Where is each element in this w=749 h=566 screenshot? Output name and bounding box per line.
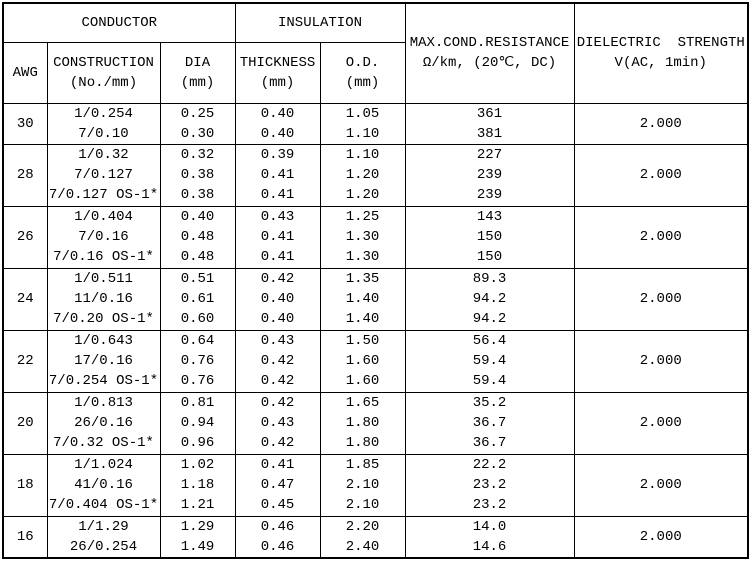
dia-cell: 1.02 1.18 1.21: [159, 453, 236, 517]
dielectric-cell: 2.000: [573, 515, 749, 558]
dia-cell: 0.64 0.76 0.76: [159, 329, 236, 393]
thickness-cell: 0.42 0.40 0.40: [234, 267, 321, 331]
thickness-cell: 0.40 0.40: [234, 102, 321, 145]
resistance-cell: 143 150 150: [404, 205, 575, 269]
dia-cell: 0.40 0.48 0.48: [159, 205, 236, 269]
awg-cell: 22: [2, 329, 48, 393]
dia-cell: 1.29 1.49: [159, 515, 236, 558]
dia-cell: 0.81 0.94 0.96: [159, 391, 236, 455]
awg-cell: 28: [2, 143, 48, 207]
header-od: O.D. (mm): [319, 41, 406, 104]
construction-cell: 1/1.29 26/0.254: [46, 515, 161, 558]
table-row: 18 1/1.024 41/0.16 7/0.404 OS-1* 1.02 1.…: [2, 453, 749, 517]
resistance-cell: 35.2 36.7 36.7: [404, 391, 575, 455]
table-row: 26 1/0.404 7/0.16 7/0.16 OS-1* 0.40 0.48…: [2, 205, 749, 269]
table-row: 22 1/0.643 17/0.16 7/0.254 OS-1* 0.64 0.…: [2, 329, 749, 393]
od-cell: 2.20 2.40: [319, 515, 406, 558]
construction-cell: 1/0.254 7/0.10: [46, 102, 161, 145]
construction-cell: 1/0.643 17/0.16 7/0.254 OS-1*: [46, 329, 161, 393]
header-conductor-group: CONDUCTOR: [2, 2, 236, 43]
awg-cell: 24: [2, 267, 48, 331]
header-awg: AWG: [2, 41, 48, 104]
table-header-row-groups: CONDUCTOR INSULATION MAX.COND.RESISTANCE…: [2, 2, 749, 104]
dielectric-cell: 2.000: [573, 267, 749, 331]
awg-cell: 20: [2, 391, 48, 455]
dielectric-cell: 2.000: [573, 205, 749, 269]
thickness-cell: 0.46 0.46: [234, 515, 321, 558]
dielectric-cell: 2.000: [573, 391, 749, 455]
resistance-cell: 14.0 14.6: [404, 515, 575, 558]
table-row: 24 1/0.511 11/0.16 7/0.20 OS-1* 0.51 0.6…: [2, 267, 749, 331]
thickness-cell: 0.42 0.43 0.42: [234, 391, 321, 455]
header-dia: DIA (mm): [159, 41, 236, 104]
table-row: 30 1/0.254 7/0.10 0.25 0.30 0.40 0.40 1.…: [2, 102, 749, 145]
dia-cell: 0.51 0.61 0.60: [159, 267, 236, 331]
table-row: 28 1/0.32 7/0.127 7/0.127 OS-1* 0.32 0.3…: [2, 143, 749, 207]
dia-cell: 0.32 0.38 0.38: [159, 143, 236, 207]
table-row: 20 1/0.813 26/0.16 7/0.32 OS-1* 0.81 0.9…: [2, 391, 749, 455]
construction-cell: 1/0.32 7/0.127 7/0.127 OS-1*: [46, 143, 161, 207]
dielectric-cell: 2.000: [573, 453, 749, 517]
awg-cell: 30: [2, 102, 48, 145]
thickness-cell: 0.43 0.41 0.41: [234, 205, 321, 269]
od-cell: 1.85 2.10 2.10: [319, 453, 406, 517]
construction-cell: 1/0.404 7/0.16 7/0.16 OS-1*: [46, 205, 161, 269]
dielectric-cell: 2.000: [573, 102, 749, 145]
construction-cell: 1/0.813 26/0.16 7/0.32 OS-1*: [46, 391, 161, 455]
resistance-cell: 56.4 59.4 59.4: [404, 329, 575, 393]
od-cell: 1.05 1.10: [319, 102, 406, 145]
od-cell: 1.35 1.40 1.40: [319, 267, 406, 331]
header-insulation-group: INSULATION: [234, 2, 406, 43]
header-resistance: MAX.COND.RESISTANCE Ω/km, (20℃, DC): [404, 2, 575, 104]
header-dielectric: DIELECTRIC STRENGTH V(AC, 1min): [573, 2, 749, 104]
header-thickness: THICKNESS (mm): [234, 41, 321, 104]
table-row: 16 1/1.29 26/0.254 1.29 1.49 0.46 0.46 2…: [2, 515, 749, 558]
thickness-cell: 0.41 0.47 0.45: [234, 453, 321, 517]
construction-cell: 1/0.511 11/0.16 7/0.20 OS-1*: [46, 267, 161, 331]
od-cell: 1.65 1.80 1.80: [319, 391, 406, 455]
od-cell: 1.50 1.60 1.60: [319, 329, 406, 393]
od-cell: 1.10 1.20 1.20: [319, 143, 406, 207]
od-cell: 1.25 1.30 1.30: [319, 205, 406, 269]
header-construction: CONSTRUCTION (No./mm): [46, 41, 161, 104]
thickness-cell: 0.43 0.42 0.42: [234, 329, 321, 393]
dielectric-cell: 2.000: [573, 329, 749, 393]
table-header-row-columns: AWG CONSTRUCTION (No./mm) DIA (mm) THICK…: [2, 41, 748, 104]
resistance-cell: 227 239 239: [404, 143, 575, 207]
awg-cell: 16: [2, 515, 48, 558]
dielectric-cell: 2.000: [573, 143, 749, 207]
construction-cell: 1/1.024 41/0.16 7/0.404 OS-1*: [46, 453, 161, 517]
resistance-cell: 361 381: [404, 102, 575, 145]
resistance-cell: 89.3 94.2 94.2: [404, 267, 575, 331]
resistance-cell: 22.2 23.2 23.2: [404, 453, 575, 517]
dia-cell: 0.25 0.30: [159, 102, 236, 145]
awg-cell: 18: [2, 453, 48, 517]
thickness-cell: 0.39 0.41 0.41: [234, 143, 321, 207]
awg-cell: 26: [2, 205, 48, 269]
